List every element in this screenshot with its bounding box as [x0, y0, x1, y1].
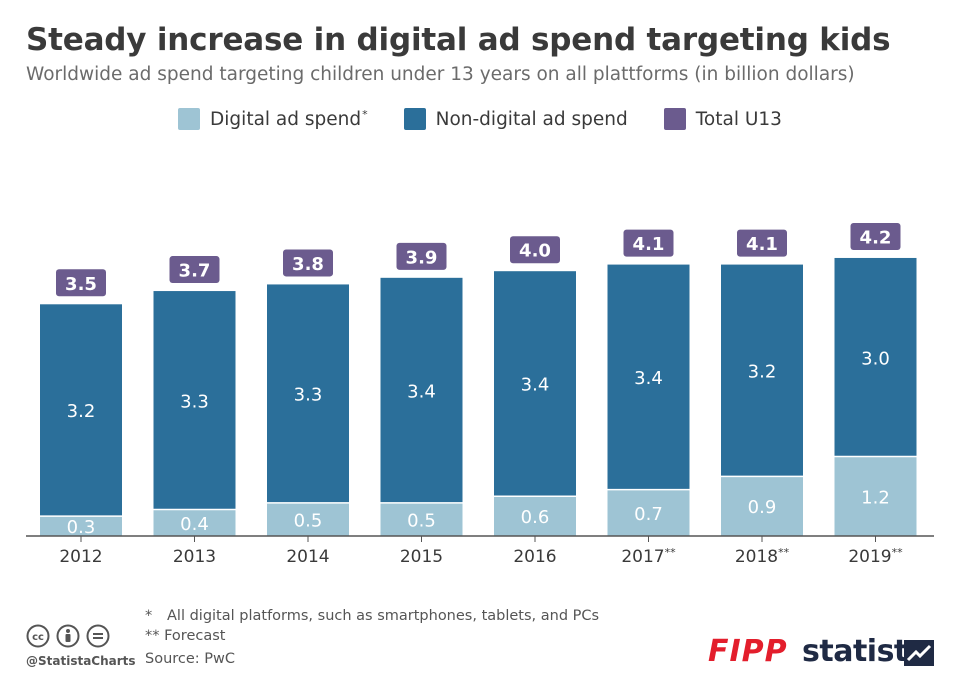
bar-digital [153, 509, 236, 536]
label-digital: 1.2 [861, 487, 890, 508]
x-tick-label: 2015 [400, 547, 443, 567]
total-badge [169, 256, 220, 284]
bar-digital [494, 496, 576, 536]
bar-nondigital [267, 284, 349, 503]
x-tick-label: 2013 [173, 547, 216, 567]
label-total: 4.0 [519, 241, 551, 262]
label-nondigital: 3.4 [634, 368, 663, 389]
total-badge [56, 269, 106, 297]
cc-icon: cc [26, 624, 50, 648]
legend-label-total: Total U13 [695, 108, 782, 130]
legend-item-nondigital: Non-digital ad spend [403, 108, 628, 131]
label-total: 4.1 [633, 234, 665, 255]
chart-subtitle: Worldwide ad spend targeting children un… [26, 64, 855, 85]
label-digital: 0.7 [634, 504, 663, 525]
label-total: 3.7 [179, 261, 211, 282]
bar-nondigital [153, 291, 236, 510]
x-tick-label: 2014 [286, 547, 329, 567]
legend-swatch-digital [178, 108, 201, 131]
fipp-logo: FIPP [708, 634, 788, 669]
label-total: 3.8 [292, 254, 324, 275]
total-badge [850, 222, 901, 250]
total-badge [510, 236, 560, 264]
label-nondigital: 3.3 [294, 385, 323, 406]
label-nondigital: 3.3 [180, 391, 209, 412]
label-total: 4.1 [746, 234, 778, 255]
legend-label-digital: Digital ad spend* [210, 108, 368, 131]
attribution-icon [56, 624, 80, 648]
bar-digital [380, 502, 463, 536]
bar-nondigital [40, 304, 122, 517]
footnotes: * All digital platforms, such as smartpho… [145, 606, 599, 646]
total-badge [396, 242, 447, 270]
footnote-digital: * All digital platforms, such as smartpho… [145, 608, 600, 624]
bar-nondigital [721, 264, 803, 477]
total-badge [283, 249, 333, 277]
legend-item-total: Total U13 [663, 108, 782, 131]
label-total: 3.5 [65, 274, 97, 295]
bar-digital [40, 516, 122, 536]
svg-text:cc: cc [32, 632, 44, 643]
x-tick-label: 2016 [513, 547, 556, 567]
label-total: 4.2 [860, 227, 892, 248]
total-badge [623, 229, 674, 257]
label-digital: 0.5 [294, 510, 323, 531]
chart-title: Steady increase in digital ad spend targ… [26, 22, 891, 58]
bar-digital [721, 476, 803, 536]
label-nondigital: 3.0 [861, 348, 890, 369]
statista-logo-icon [904, 640, 934, 666]
bar-digital [607, 489, 690, 536]
no-derivatives-icon [86, 624, 110, 648]
legend-item-digital: Digital ad spend* [178, 108, 368, 130]
label-total: 3.9 [406, 247, 438, 268]
label-digital: 0.4 [180, 514, 209, 535]
label-nondigital: 3.4 [407, 381, 436, 402]
x-tick-label: 2012 [59, 547, 102, 567]
total-badge [737, 229, 787, 257]
bar-nondigital [494, 271, 576, 497]
label-digital: 0.6 [521, 507, 550, 528]
x-tick-label: 2018** [735, 546, 790, 567]
x-tick-label: 2019** [848, 546, 903, 567]
legend-swatch-nondigital [403, 108, 426, 131]
bar-digital [834, 456, 917, 536]
legend-label-nondigital: Non-digital ad spend [435, 108, 628, 130]
license-icons: cc [26, 624, 110, 648]
label-nondigital: 3.2 [748, 362, 777, 383]
footnote-forecast: ** Forecast [145, 628, 226, 644]
bar-nondigital [834, 257, 917, 457]
x-tick-label: 2017** [621, 546, 676, 567]
legend-swatch-total [663, 108, 686, 131]
label-nondigital: 3.2 [67, 401, 96, 422]
chart-legend: Digital ad spend* Non-digital ad spend T… [0, 108, 960, 130]
label-digital: 0.3 [67, 517, 96, 538]
bar-digital [267, 502, 349, 536]
stacked-bar-chart: 0.3 3.2 3.5 2012 0.4 3.3 3.7 2013 0.5 3.3 3.8 2014 0… [26, 222, 934, 567]
label-digital: 0.5 [407, 510, 436, 531]
statista-handle: @StatistaCharts [26, 654, 136, 668]
bar-nondigital [607, 264, 690, 490]
source-note: Source: PwC [145, 651, 236, 667]
label-digital: 0.9 [748, 497, 777, 518]
label-nondigital: 3.4 [521, 375, 550, 396]
bar-nondigital [380, 277, 463, 503]
